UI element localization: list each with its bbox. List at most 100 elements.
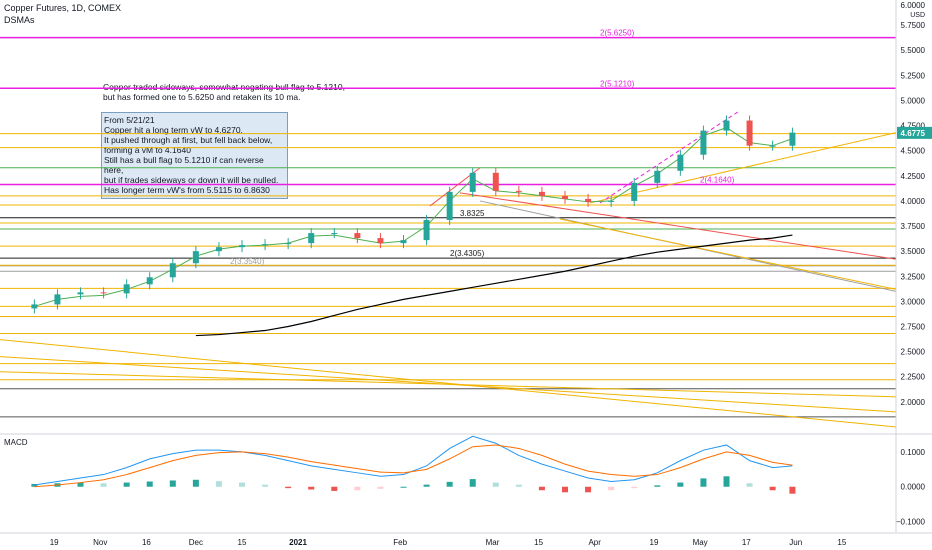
last-price-label: 4.6775 (901, 129, 926, 138)
macd-histogram-bar (446, 481, 453, 487)
candle-body (723, 120, 730, 131)
candle-body (654, 170, 661, 183)
macd-pane-label: MACD (4, 438, 28, 447)
time-tick-label: Dec (189, 538, 203, 547)
macd-histogram-bar (769, 486, 776, 491)
level-label: 2(5.6250) (600, 29, 635, 38)
candle-body (492, 172, 499, 191)
macd-histogram-bar (215, 481, 222, 487)
candle-body (262, 244, 269, 246)
macd-histogram-bar (308, 486, 315, 490)
price-tick-label: 3.5000 (901, 247, 926, 256)
macd-histogram-bar (423, 484, 430, 487)
price-tick-label: 3.2500 (901, 272, 926, 281)
time-tick-label: 15 (837, 538, 846, 547)
time-tick-label: Feb (393, 538, 407, 547)
price-tick-label: 4.0000 (901, 197, 926, 206)
time-tick-label: 16 (142, 538, 151, 547)
macd-histogram-bar (77, 482, 84, 487)
trend-line (0, 339, 897, 428)
chart-title: Copper Futures, 1D, COMEX (4, 3, 122, 13)
candle-body (100, 292, 107, 294)
time-tick-label: Apr (588, 538, 601, 547)
macd-line (34, 435, 793, 486)
time-tick-label: 17 (742, 538, 751, 547)
time-tick-label: May (693, 538, 708, 547)
trend-line (479, 200, 897, 292)
candle-body (538, 191, 545, 196)
candle-body (469, 172, 476, 192)
candle-body (769, 145, 776, 147)
time-tick-label: 2021 (289, 538, 307, 547)
price-unit-label: USD (910, 12, 925, 19)
candle-body (677, 154, 684, 171)
macd-histogram-bar (331, 486, 338, 491)
ma-black-line (195, 234, 793, 337)
trend-line (459, 192, 897, 260)
macd-histogram-bar (700, 478, 707, 487)
price-tick-label: 2.5000 (901, 348, 926, 357)
macd-histogram-bar (562, 486, 569, 493)
trend-line (599, 110, 741, 204)
candle-body (377, 238, 384, 244)
candle-body (354, 233, 361, 239)
candle-body (123, 284, 130, 294)
price-tick-label: 2.2500 (901, 373, 926, 382)
macd-tick-label: 0.1000 (901, 448, 926, 457)
price-tick-label: 2.0000 (901, 398, 926, 407)
trend-line (0, 356, 897, 413)
candle-body (446, 191, 453, 221)
macd-histogram-bar (723, 476, 730, 487)
macd-histogram-bar (54, 483, 61, 487)
level-label: 2(5.1210) (600, 79, 635, 88)
macd-histogram-bar (169, 480, 176, 487)
macd-histogram-bar (31, 483, 38, 487)
trend-line (429, 167, 481, 207)
price-tick-label: 4.5000 (901, 147, 926, 156)
candle-body (585, 198, 592, 202)
macd-histogram-bar (146, 481, 153, 487)
level-labels: 2(5.6250) 2(5.1210) 2(4.1640) 2(3.4305) 2(3.… (230, 29, 735, 266)
macd-histogram-bar (400, 486, 407, 488)
time-tick-label: 15 (534, 538, 543, 547)
candle-body (239, 245, 246, 248)
indicator-label: DSMAs (4, 15, 35, 25)
time-tick-label: Mar (486, 538, 500, 547)
price-tick-label: 5.5000 (901, 46, 926, 55)
macd-histogram-bar (239, 482, 246, 487)
candle-body (285, 243, 292, 245)
trend-line (589, 132, 897, 204)
time-tick-label: 19 (650, 538, 659, 547)
macd-histogram-bar (631, 486, 638, 489)
candle-body (77, 292, 84, 295)
macd-histogram-bar (262, 484, 269, 487)
candle-body (631, 182, 638, 201)
time-tick-label: 15 (238, 538, 247, 547)
annotation-box: From 5/21/21 Copper hit a long term vW t… (101, 112, 288, 199)
signal-line (34, 444, 793, 488)
last-price-badge (897, 126, 932, 139)
time-tick-label: 19 (50, 538, 59, 547)
candle-body (746, 120, 753, 146)
level-label: 2(4.1640) (700, 175, 735, 184)
price-tick-label: 5.2500 (901, 71, 926, 80)
price-tick-label: 2.7500 (901, 323, 926, 332)
level-label: 2(3.4305) (450, 249, 485, 258)
macd-pane: 0.1000 0.0000 −0.1000 (31, 435, 926, 527)
macd-histogram-bar (123, 482, 130, 487)
macd-histogram-bar (100, 483, 107, 487)
price-tick-label: 4.7500 (901, 122, 926, 131)
macd-histogram-bar (538, 486, 545, 491)
candle-body (54, 294, 61, 305)
price-tick-label: 3.0000 (901, 297, 926, 306)
macd-histogram-bar (285, 486, 292, 489)
candle-body (146, 277, 153, 285)
price-tick-label: 4.2500 (901, 172, 926, 181)
macd-histogram-bar (677, 482, 684, 487)
candle-body (192, 251, 199, 264)
macd-histogram-bar (515, 484, 522, 487)
macd-histogram-bar (492, 482, 499, 487)
macd-histogram-bar (469, 479, 476, 487)
macd-tick-label: −0.1000 (896, 518, 926, 527)
